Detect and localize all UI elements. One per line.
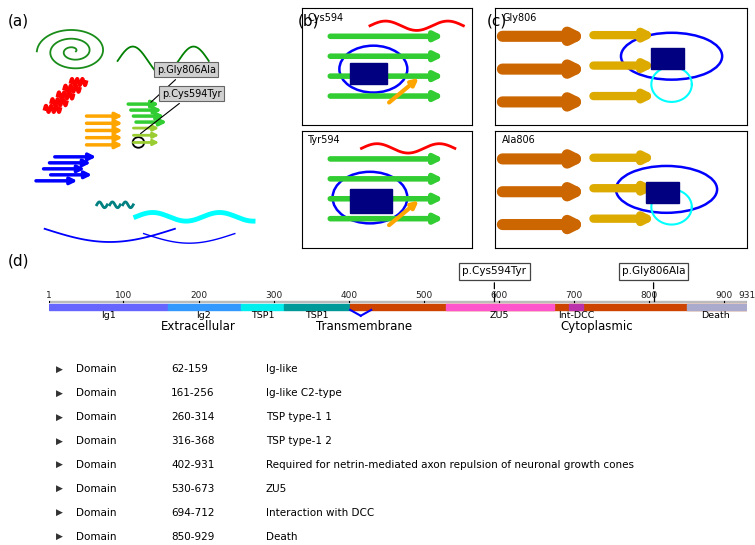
Text: Death: Death [266,532,297,542]
Text: Ig1: Ig1 [101,311,116,320]
Text: TSP1: TSP1 [251,311,274,320]
Text: Domain: Domain [76,412,116,422]
Text: Ig-like: Ig-like [266,364,297,374]
Text: 161-256: 161-256 [171,388,214,398]
Text: 800: 800 [640,291,658,300]
Text: 100: 100 [115,291,132,300]
Text: (a): (a) [8,14,29,29]
Text: Ig2: Ig2 [196,311,211,320]
Text: 62-159: 62-159 [171,364,208,374]
Text: Death: Death [701,311,730,320]
Text: 530-673: 530-673 [171,484,214,494]
Text: 600: 600 [490,291,507,300]
Bar [350,63,387,84]
Bar [652,48,684,69]
Text: Cytoplasmic: Cytoplasmic [560,320,633,334]
Text: 900: 900 [716,291,733,300]
Text: ▶: ▶ [56,389,63,397]
Text: 850-929: 850-929 [171,532,214,542]
Text: 500: 500 [415,291,433,300]
Text: Domain: Domain [76,532,116,542]
Text: ZU5: ZU5 [266,484,287,494]
Text: 700: 700 [565,291,583,300]
Text: Domain: Domain [76,436,116,446]
Text: Domain: Domain [76,388,116,398]
Bar [49,301,747,302]
Text: p.Cys594Tyr: p.Cys594Tyr [140,89,221,134]
Text: Domain: Domain [76,484,116,494]
Text: Domain: Domain [76,460,116,470]
Text: TSP type-1 2: TSP type-1 2 [266,436,331,446]
Text: ▶: ▶ [56,485,63,493]
Bar [49,304,168,310]
Bar [350,304,747,310]
Text: 260-314: 260-314 [171,412,214,422]
Bar [350,189,392,213]
Text: Required for netrin-mediated axon repulsion of neuronal growth cones: Required for netrin-mediated axon repuls… [266,460,633,470]
Text: 300: 300 [265,291,282,300]
Bar [686,304,746,310]
Text: 400: 400 [341,291,357,300]
Bar [168,304,241,310]
Text: ▶: ▶ [56,437,63,445]
Text: (b): (b) [298,14,319,29]
Text: (c): (c) [487,14,507,29]
Text: TSP type-1 1: TSP type-1 1 [266,412,331,422]
Text: (d): (d) [8,253,29,269]
Text: Tyr594: Tyr594 [307,136,340,146]
Text: ▶: ▶ [56,413,63,421]
Text: Cys594: Cys594 [307,13,344,23]
Text: p.Cys594Tyr: p.Cys594Tyr [462,267,526,289]
Text: Ig-like C2-type: Ig-like C2-type [266,388,341,398]
Text: Gly806: Gly806 [502,13,537,23]
Text: Domain: Domain [76,364,116,374]
Text: 316-368: 316-368 [171,436,214,446]
Text: 931: 931 [739,291,755,300]
Bar [241,304,284,310]
Text: p.Gly806Ala: p.Gly806Ala [622,267,686,289]
Text: 402-931: 402-931 [171,460,214,470]
Text: Transmembrane: Transmembrane [316,320,411,334]
Text: 200: 200 [190,291,207,300]
Bar [569,304,583,310]
Text: ▶: ▶ [56,532,63,541]
Text: p.Gly806Ala: p.Gly806Ala [151,65,216,102]
Text: ZU5: ZU5 [490,311,510,320]
Text: Ala806: Ala806 [502,136,536,146]
Bar [446,304,553,310]
Text: Domain: Domain [76,508,116,518]
Text: ▶: ▶ [56,365,63,373]
Bar [646,183,680,203]
Text: Interaction with DCC: Interaction with DCC [266,508,374,518]
Text: 694-712: 694-712 [171,508,214,518]
Text: 1: 1 [46,291,52,300]
Text: ▶: ▶ [56,508,63,517]
Text: TSP1: TSP1 [305,311,328,320]
Text: Extracellular: Extracellular [161,320,236,334]
Text: ▶: ▶ [56,461,63,469]
Bar [284,304,350,310]
Text: Int-DCC: Int-DCC [558,311,594,320]
